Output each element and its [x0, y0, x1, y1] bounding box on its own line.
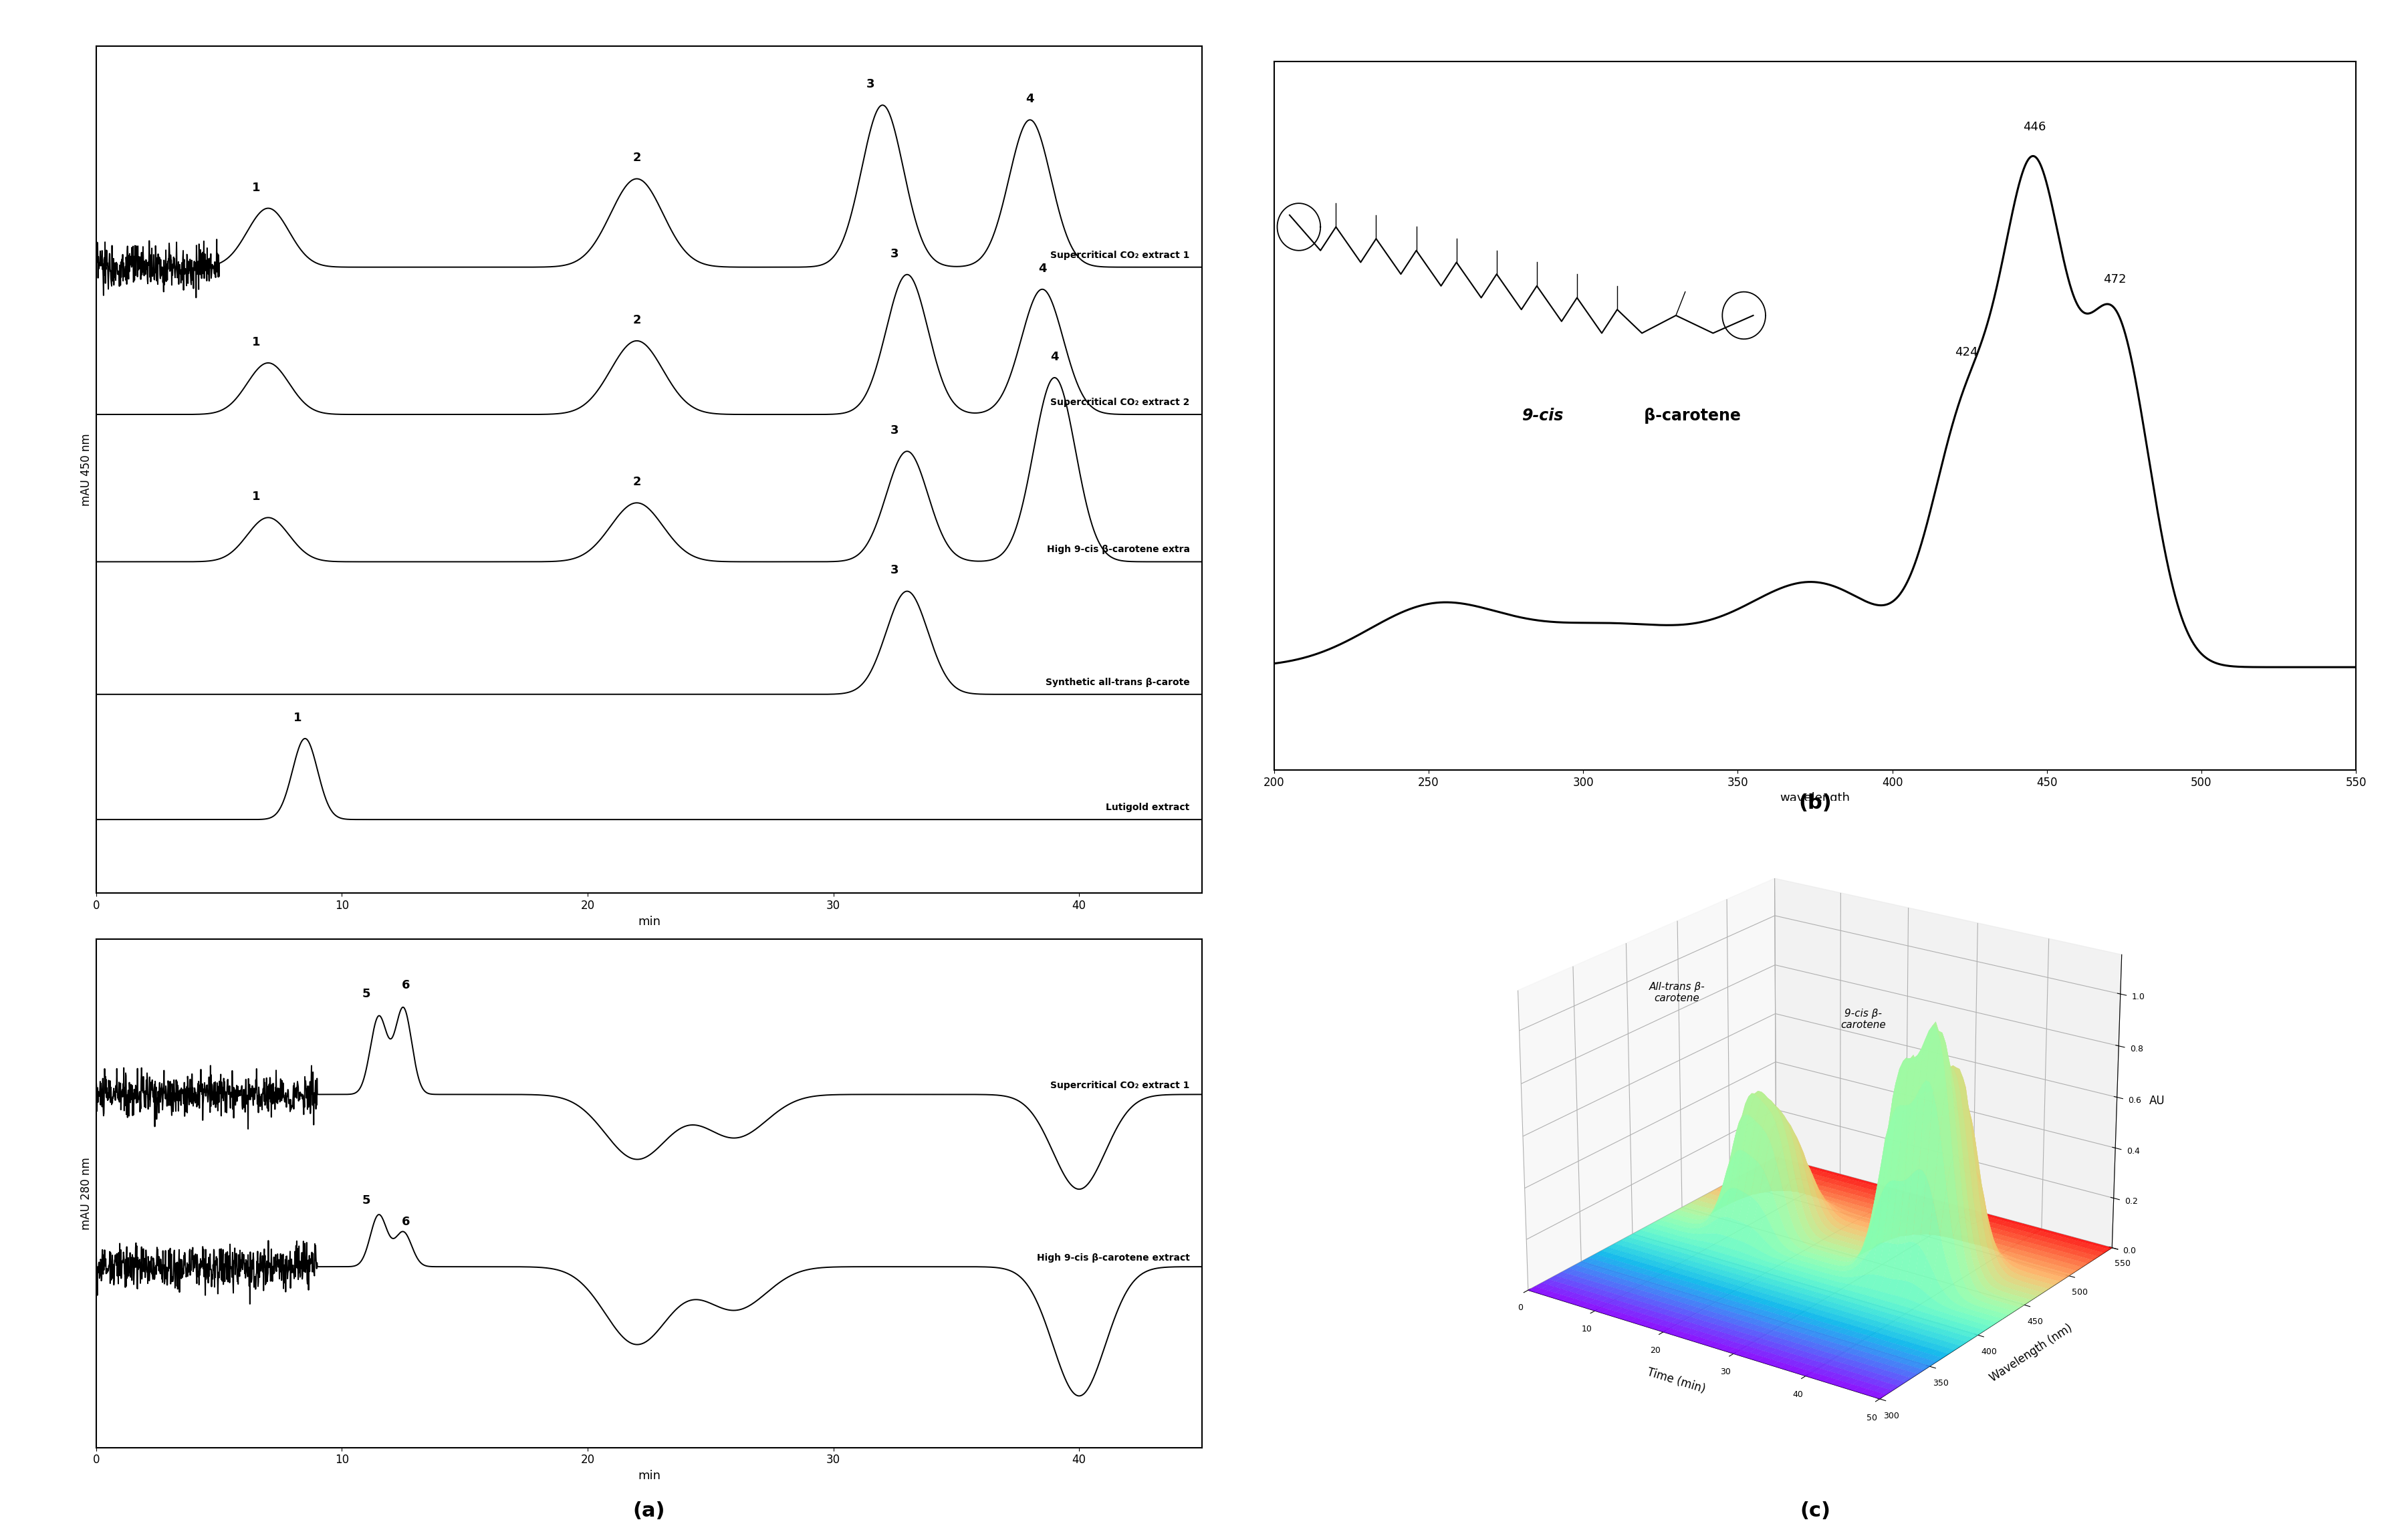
Text: 3: 3 — [889, 425, 899, 436]
Y-axis label: mAU 450 nm: mAU 450 nm — [79, 433, 91, 507]
Y-axis label: mAU 280 nm: mAU 280 nm — [79, 1157, 91, 1230]
Text: 4: 4 — [1039, 262, 1046, 274]
Text: β-carotene: β-carotene — [1640, 408, 1740, 424]
X-axis label: min: min — [637, 915, 661, 927]
Text: 1: 1 — [252, 491, 260, 504]
Text: (b): (b) — [1798, 793, 1832, 813]
Y-axis label: Wavelength (nm): Wavelength (nm) — [1988, 1321, 2075, 1384]
Text: 6: 6 — [401, 1217, 411, 1227]
X-axis label: Time (min): Time (min) — [1647, 1366, 1707, 1395]
Text: 472: 472 — [2104, 273, 2128, 285]
X-axis label: wavelength: wavelength — [1779, 792, 1851, 804]
Text: 1: 1 — [252, 182, 260, 194]
X-axis label: min: min — [637, 1469, 661, 1481]
Text: 3: 3 — [889, 248, 899, 260]
Text: 5: 5 — [363, 1195, 370, 1206]
Text: Lutigold extract: Lutigold extract — [1106, 802, 1190, 812]
Text: 4: 4 — [1051, 351, 1058, 363]
Text: 2: 2 — [632, 152, 642, 165]
Text: High 9-cis β-carotene extra: High 9-cis β-carotene extra — [1046, 545, 1190, 554]
Text: High 9-cis β-carotene extract: High 9-cis β-carotene extract — [1036, 1254, 1190, 1263]
Text: 2: 2 — [632, 314, 642, 326]
Text: 3: 3 — [865, 79, 875, 91]
Text: 6: 6 — [401, 979, 411, 992]
Text: (a): (a) — [632, 1502, 666, 1522]
Text: 1: 1 — [252, 336, 260, 348]
Text: 3: 3 — [889, 565, 899, 576]
Text: 446: 446 — [2024, 120, 2046, 132]
Text: 2: 2 — [632, 476, 642, 488]
Text: Synthetic all-trans β-carote: Synthetic all-trans β-carote — [1046, 678, 1190, 687]
Text: 424: 424 — [1954, 346, 1978, 359]
Text: 1: 1 — [293, 711, 303, 724]
Text: Supercritical CO₂ extract 1: Supercritical CO₂ extract 1 — [1051, 251, 1190, 260]
Text: Supercritical CO₂ extract 2: Supercritical CO₂ extract 2 — [1051, 397, 1190, 407]
Text: 4: 4 — [1027, 92, 1034, 105]
Text: 5: 5 — [363, 987, 370, 999]
Text: (c): (c) — [1801, 1502, 1829, 1522]
Text: 9-cis: 9-cis — [1522, 408, 1563, 424]
Text: Supercritical CO₂ extract 1: Supercritical CO₂ extract 1 — [1051, 1081, 1190, 1090]
